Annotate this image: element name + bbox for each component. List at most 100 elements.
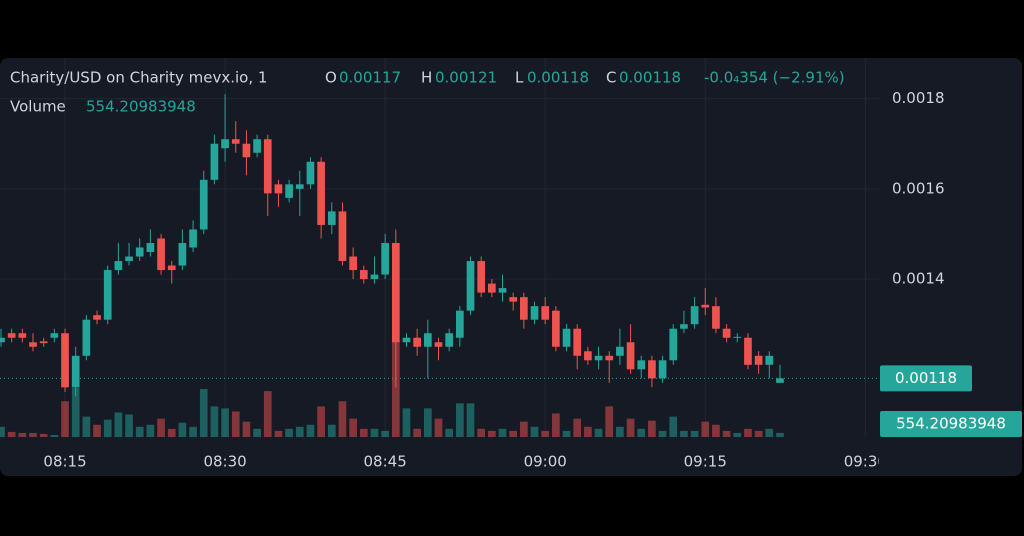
- candle-body: [7, 333, 16, 338]
- volume-bar: [18, 432, 27, 437]
- candle-body: [135, 247, 144, 257]
- x-tick-label: 08:45: [364, 453, 407, 471]
- candle-body: [327, 211, 336, 225]
- x-tick-label: 09:15: [684, 453, 727, 471]
- volume-bar: [391, 340, 400, 437]
- x-tick-label: 08:15: [43, 453, 86, 471]
- candle-body: [744, 337, 752, 365]
- volume-bar: [295, 426, 304, 437]
- volume-key: Volume: [10, 98, 66, 116]
- last-price-badge: [880, 365, 972, 392]
- volume-bar: [520, 421, 528, 437]
- candle-body: [167, 265, 176, 271]
- last-price-label: 0.00118: [895, 369, 957, 387]
- volume-bar: [680, 430, 688, 437]
- candle-body: [61, 333, 69, 388]
- candle-body: [434, 342, 443, 347]
- candle-body: [210, 143, 219, 180]
- volume-bar: [754, 430, 763, 437]
- candle-body: [754, 355, 763, 365]
- candle-body: [253, 139, 261, 153]
- volume-bar: [637, 428, 646, 437]
- volume-bar: [498, 428, 507, 437]
- panel: [0, 58, 1022, 476]
- candle-body: [103, 270, 112, 320]
- volume-bar: [477, 428, 486, 437]
- candles: [0, 94, 784, 397]
- low-key: L: [515, 69, 524, 87]
- candle-body: [82, 319, 91, 356]
- candle-body: [125, 256, 133, 262]
- candle-body: [189, 229, 197, 248]
- change: -0.0₄354 (−2.91%): [704, 69, 845, 87]
- candle-body: [71, 355, 80, 388]
- candle-body: [605, 355, 614, 361]
- candle-body: [541, 306, 550, 320]
- volume-bar: [327, 424, 336, 437]
- volume-bar: [71, 387, 80, 437]
- volume-bar: [146, 424, 155, 437]
- candle-body: [295, 184, 304, 189]
- candle-body: [594, 355, 603, 361]
- candle-body: [690, 306, 699, 325]
- candle-body: [477, 261, 486, 293]
- volume-bar: [135, 426, 144, 437]
- candle-body: [552, 310, 560, 347]
- candle-body: [423, 333, 432, 347]
- volume-bar: [199, 389, 208, 437]
- candle-body: [530, 306, 539, 320]
- volume-bar: [562, 430, 571, 437]
- volume-bar: [253, 428, 261, 437]
- candle-body: [488, 283, 496, 293]
- volume-bar: [488, 430, 496, 437]
- volume-bar: [573, 418, 582, 437]
- volume-bar: [114, 412, 123, 437]
- volume-bar: [274, 430, 283, 437]
- candle-body: [29, 342, 37, 347]
- candle-body: [626, 342, 635, 370]
- volume-bar: [221, 408, 229, 437]
- y-tick-label: 0.0018: [892, 89, 945, 107]
- volume-bar: [167, 428, 176, 437]
- candle-body: [776, 378, 784, 383]
- volume-bar: [317, 406, 325, 437]
- volume-bar: [50, 434, 59, 437]
- volume-bars: [0, 340, 784, 437]
- candle-body: [584, 351, 592, 361]
- high-value: 0.00121: [435, 69, 497, 87]
- candle-body: [413, 337, 421, 347]
- volume-bar: [744, 428, 752, 437]
- x-tick-label: 09:00: [524, 453, 567, 471]
- volume-bar: [7, 431, 16, 437]
- volume-bar: [349, 418, 357, 437]
- candle-body: [199, 179, 208, 230]
- candle-body: [637, 360, 646, 370]
- volume-bar: [594, 428, 603, 437]
- volume-bar: [733, 432, 742, 437]
- candle-body: [445, 333, 454, 347]
- candle-body: [573, 328, 582, 356]
- candle-body: [648, 360, 656, 379]
- volume-bar: [690, 430, 699, 437]
- volume-bar: [712, 424, 720, 437]
- candle-body: [18, 333, 27, 338]
- candle-body: [39, 341, 48, 344]
- y-tick-label: 0.0016: [892, 179, 945, 197]
- candle-body: [93, 315, 101, 320]
- candle-body: [701, 304, 710, 308]
- candle-body: [616, 346, 624, 356]
- volume-bar: [626, 418, 635, 437]
- volume-bar: [125, 414, 133, 437]
- open-value: 0.00117: [339, 69, 401, 87]
- candle-body: [498, 288, 507, 293]
- candle-body: [349, 256, 357, 271]
- volume-bar: [61, 401, 69, 437]
- volume-bar: [776, 432, 784, 437]
- candle-body: [146, 242, 155, 253]
- volume-bar: [434, 418, 443, 437]
- candle-body: [317, 161, 325, 225]
- candle-body: [178, 242, 187, 266]
- volume-bar: [370, 428, 379, 437]
